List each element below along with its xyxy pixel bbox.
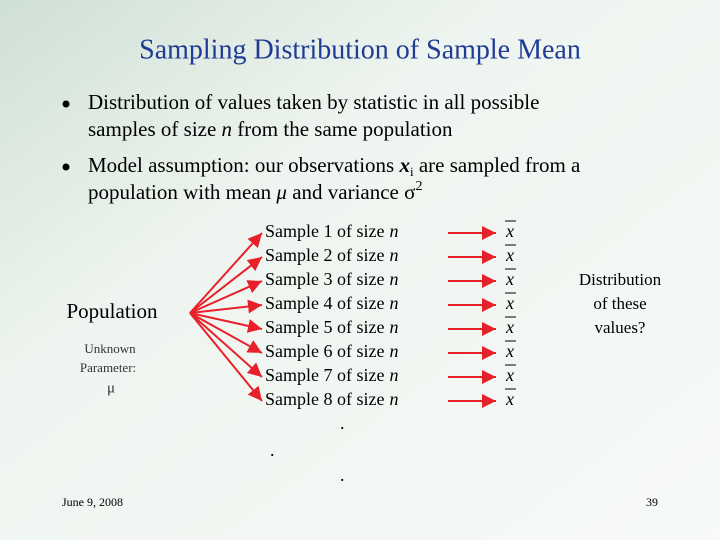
bullet-text: Distribution of values taken by statisti… [88, 90, 539, 114]
bullet [62, 100, 70, 108]
fan-arrow [189, 312, 263, 333]
bullet [62, 163, 70, 171]
sample-label: Sample 1 of size n [265, 221, 398, 241]
fan-arrow [189, 312, 263, 402]
parameter-note: Parameter: [80, 360, 136, 375]
slide-title: Sampling Distribution of Sample Mean [139, 34, 581, 65]
sample-mean: x [505, 365, 514, 385]
fan-arrow [189, 256, 263, 314]
sample-label: Sample 2 of size n [265, 245, 398, 265]
sample-label: Sample 8 of size n [265, 389, 398, 409]
bullet-text: Model assumption: our observations xi ar… [88, 153, 581, 179]
fan-arrow [189, 232, 263, 314]
ellipsis-dot: . [270, 440, 275, 460]
fan-arrow [189, 312, 263, 378]
sample-mean: x [505, 221, 514, 241]
sample-mean: x [505, 293, 514, 313]
bullet-text: population with mean μ and variance σ2 [88, 179, 422, 204]
fan-arrow [189, 299, 263, 314]
population-label: Population [66, 299, 158, 323]
sample-mean: x [505, 245, 514, 265]
ellipsis-dot: . [340, 465, 345, 485]
fan-arrow [189, 312, 263, 354]
page-number: 39 [646, 495, 658, 509]
sample-mean: x [505, 317, 514, 337]
sample-label: Sample 3 of size n [265, 269, 398, 289]
sample-mean: x [505, 269, 514, 289]
sample-label: Sample 5 of size n [265, 317, 398, 337]
sample-mean: x [505, 341, 514, 361]
parameter-symbol: μ [107, 380, 115, 396]
sample-label: Sample 6 of size n [265, 341, 398, 361]
distribution-text: Distribution [579, 270, 662, 289]
distribution-text: of these [593, 294, 646, 313]
distribution-text: values? [595, 318, 646, 337]
sample-label: Sample 4 of size n [265, 293, 398, 313]
sample-mean: x [505, 389, 514, 409]
ellipsis-dot: . [340, 413, 345, 433]
parameter-note: Unknown [84, 341, 136, 356]
fan-arrow [189, 280, 263, 314]
sample-label: Sample 7 of size n [265, 365, 398, 385]
footer-date: June 9, 2008 [62, 495, 123, 509]
bullet-text: samples of size n from the same populati… [88, 117, 453, 141]
